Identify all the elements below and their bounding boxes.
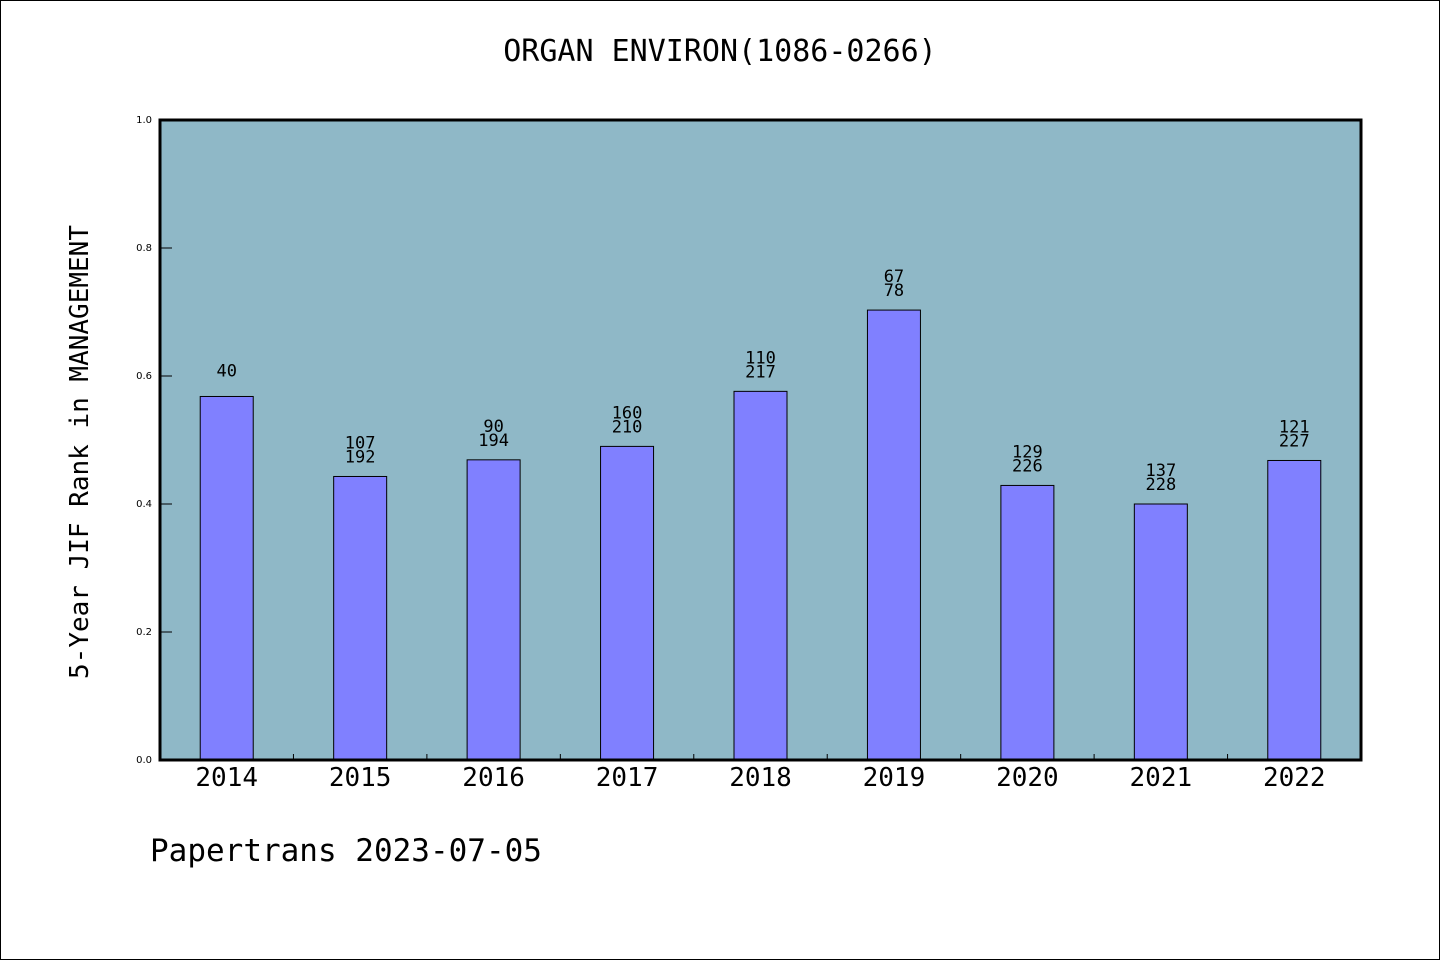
- x-tick-label: 2017: [596, 763, 659, 793]
- x-tick-label: 2018: [729, 763, 792, 793]
- x-tick-label: 2016: [462, 763, 525, 793]
- x-tick-label: 2020: [996, 763, 1059, 793]
- bar: [1267, 459, 1322, 761]
- y-tick-label: 0.4: [136, 499, 152, 510]
- bar: [466, 459, 521, 761]
- x-tick-label: 2021: [1130, 763, 1193, 793]
- chart-title: ORGAN ENVIRON(1086-0266): [503, 34, 937, 69]
- x-tick-label: 2022: [1263, 763, 1326, 793]
- bar: [866, 309, 921, 761]
- bar: [733, 390, 788, 761]
- y-tick-label: 0.2: [136, 627, 152, 638]
- bar-value-label: 90: [483, 417, 503, 437]
- x-tick-label: 2019: [863, 763, 926, 793]
- bar: [333, 475, 388, 761]
- y-tick-label: 0.0: [136, 755, 152, 766]
- bar-value-label: 107: [345, 433, 376, 453]
- bar: [600, 445, 655, 761]
- bar-value-label: 210: [612, 417, 643, 437]
- x-tick-label: 2015: [329, 763, 392, 793]
- bar-value-label: 67: [884, 267, 904, 287]
- y-tick-label: 0.6: [136, 371, 152, 382]
- plot-border: [158, 118, 1363, 762]
- bar-value-label: 228: [1145, 475, 1176, 495]
- x-tick-label: 2014: [195, 763, 258, 793]
- bar: [1133, 503, 1188, 761]
- bar-value-label: 192: [345, 447, 376, 467]
- bar-value-label: 121: [1279, 417, 1310, 437]
- footer-note: Papertrans 2023-07-05: [150, 833, 542, 869]
- bar-value-label: 110: [745, 348, 776, 368]
- bar: [1000, 484, 1055, 761]
- y-tick-label: 0.8: [136, 243, 152, 254]
- bar: [199, 395, 254, 761]
- bar-value-label: 78: [884, 281, 904, 301]
- bar-value-label: 137: [1145, 461, 1176, 481]
- bar-value-label: 160: [612, 403, 643, 423]
- bar-value-label: 194: [478, 431, 509, 451]
- bar-value-label: 227: [1279, 431, 1310, 451]
- bar-value-label: 217: [745, 362, 776, 382]
- bar-value-label: 129: [1012, 442, 1043, 462]
- bar-value-label: 226: [1012, 456, 1043, 476]
- bar-value-label: 40: [216, 361, 236, 381]
- y-tick-label: 1.0: [136, 115, 152, 126]
